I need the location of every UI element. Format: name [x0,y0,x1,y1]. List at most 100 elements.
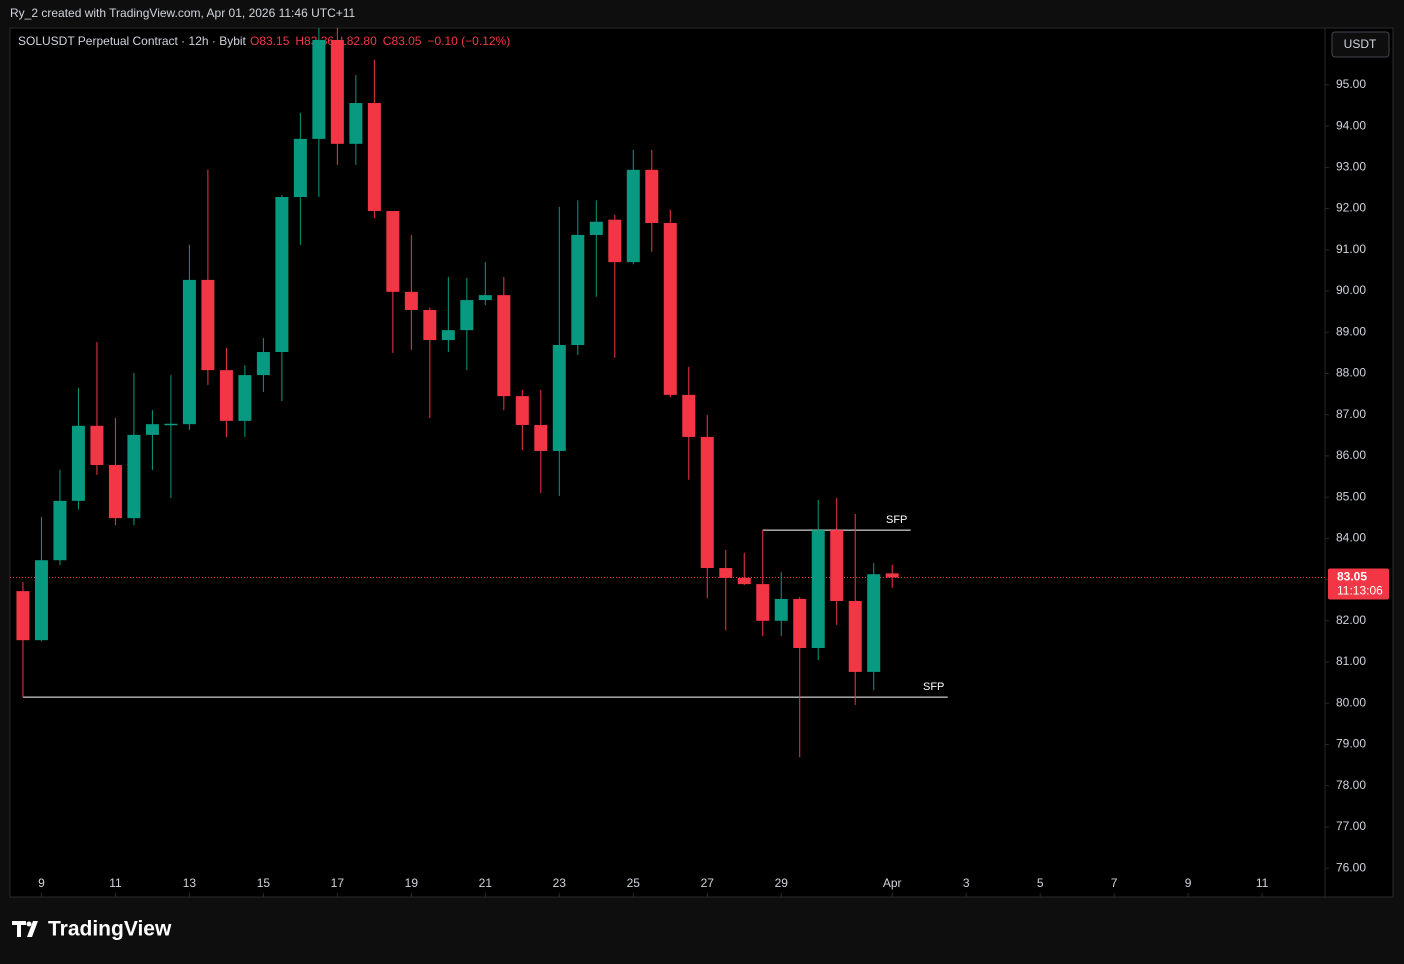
x-tick-label: Apr [883,876,902,890]
legend-value: −0.10 (−0.12%) [427,34,510,48]
candle-body [645,169,659,223]
candle-body [478,295,492,301]
candle-body [793,598,807,649]
candle-body [34,560,48,641]
y-tick-label: 80.00 [1336,695,1366,709]
candle-body [867,574,881,672]
x-tick-label: 9 [1185,876,1192,890]
credit: Ry_2 created with TradingView.com, Apr 0… [10,6,356,20]
candle-body [515,396,529,425]
brand: TradingView [48,918,172,941]
candle-body [552,345,566,451]
logo-dot [26,921,32,927]
candle-body [497,295,511,397]
x-tick-label: 27 [701,876,715,890]
x-tick-label: 3 [963,876,970,890]
y-tick-label: 78.00 [1336,778,1366,792]
y-tick-label: 87.00 [1336,407,1366,421]
x-tick-label: 7 [1111,876,1118,890]
last-price-box [1328,568,1389,600]
candle-body [312,39,326,139]
candle-body [145,424,159,435]
symbol-title: SOLUSDT Perpetual Contract · 12h · Bybit [18,34,247,48]
candle-body [330,39,344,144]
candle-body [423,309,437,341]
candle-body [626,169,640,263]
x-tick-label: 9 [38,876,45,890]
candle-body [386,211,400,292]
logo [12,921,38,937]
y-tick-label: 82.00 [1336,613,1366,627]
candle-body [349,103,363,144]
y-tick-label: 93.00 [1336,160,1366,174]
candle-body [534,424,548,451]
candle-body [256,352,270,376]
legend-value: L82.80 [340,34,377,48]
x-tick-label: 21 [479,876,493,890]
candle-body [441,330,455,341]
candle-body [830,530,844,602]
candle-body [571,234,585,346]
candle-body [219,370,233,421]
candle-body [90,425,104,465]
candle-body [164,423,178,426]
candle-body [460,300,474,331]
annotation-label: SFP [886,514,907,526]
y-tick-label: 90.00 [1336,283,1366,297]
x-tick-label: 13 [183,876,197,890]
x-tick-label: 15 [257,876,271,890]
y-tick-label: 77.00 [1336,819,1366,833]
legend-value: O83.15 [250,34,290,48]
y-tick-label: 88.00 [1336,366,1366,380]
candle-body [608,219,622,263]
candle-body [275,197,289,353]
countdown: 11:13:06 [1337,584,1383,598]
y-tick-label: 89.00 [1336,324,1366,338]
y-tick-label: 94.00 [1336,118,1366,132]
logo-mark [12,921,38,937]
candle-body [367,103,381,212]
candle-body [127,434,141,519]
y-tick-label: 95.00 [1336,77,1366,91]
y-tick-label: 81.00 [1336,654,1366,668]
y-tick-label: 85.00 [1336,489,1366,503]
candle-body [589,221,603,235]
x-tick-label: 17 [331,876,345,890]
x-tick-label: 11 [1256,876,1269,890]
x-tick-label: 5 [1037,876,1044,890]
y-tick-label: 84.00 [1336,531,1366,545]
candle-body [700,436,714,569]
candle-body [71,425,85,501]
candle-body [885,573,899,578]
candle-body [16,591,30,641]
y-tick-label: 79.00 [1336,737,1366,751]
candle-body [293,138,307,198]
candle-body [774,598,788,621]
currency-button[interactable] [1331,31,1390,58]
candle-body [719,568,733,578]
candle-body [238,375,252,421]
x-tick-label: 11 [109,876,122,890]
y-tick-label: 76.00 [1336,860,1366,874]
x-tick-label: 19 [405,876,419,890]
legend-value: C83.05 [383,34,422,48]
x-tick-label: 29 [775,876,789,890]
candle-body [663,222,677,395]
y-tick-label: 91.00 [1336,242,1366,256]
candle-body [737,577,751,585]
candle-body [201,279,215,371]
candle-body [182,279,196,425]
y-tick-label: 92.00 [1336,201,1366,215]
annotation-label: SFP [923,681,944,693]
y-tick-label: 86.00 [1336,448,1366,462]
currency[interactable]: USDT [1344,37,1377,51]
candle-body [848,601,862,672]
candle-body [682,394,696,437]
candle-body [811,530,825,649]
last-price-label: 83.05 [1337,570,1367,584]
candle-body [108,464,122,519]
x-tick-label: 25 [627,876,641,890]
candle-body [404,291,418,310]
